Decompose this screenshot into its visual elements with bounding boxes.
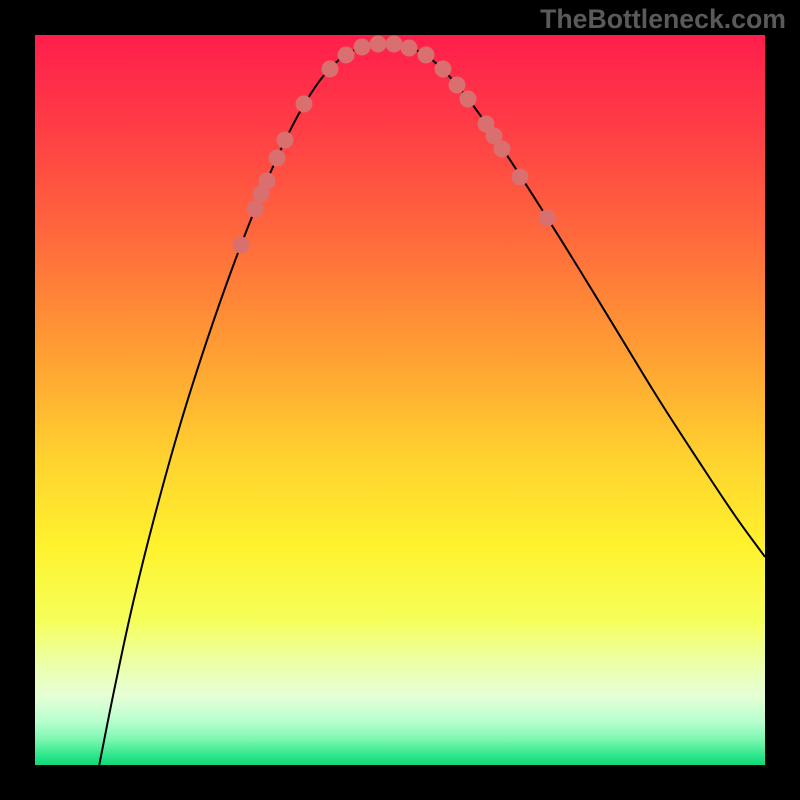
curve-marker bbox=[370, 36, 387, 53]
curve-marker bbox=[354, 39, 371, 56]
curve-marker bbox=[459, 91, 476, 108]
curve-marker bbox=[417, 47, 434, 64]
curve-marker bbox=[337, 46, 354, 63]
curve-marker bbox=[386, 36, 403, 53]
curve-marker bbox=[269, 149, 286, 166]
curve-marker bbox=[435, 61, 452, 78]
curve-marker bbox=[512, 168, 529, 185]
curve-marker bbox=[247, 200, 264, 217]
plot-area bbox=[35, 35, 765, 765]
curve-marker bbox=[232, 237, 249, 254]
curve-marker bbox=[494, 140, 511, 157]
curve-marker bbox=[539, 210, 556, 227]
curve-marker bbox=[321, 60, 338, 77]
curve-marker bbox=[401, 40, 418, 57]
curve-marker bbox=[295, 96, 312, 113]
curve-marker bbox=[259, 173, 276, 190]
curve-markers-layer bbox=[35, 35, 765, 765]
chart-canvas: TheBottleneck.com bbox=[0, 0, 800, 800]
curve-marker bbox=[277, 132, 294, 149]
watermark-text: TheBottleneck.com bbox=[540, 4, 786, 35]
